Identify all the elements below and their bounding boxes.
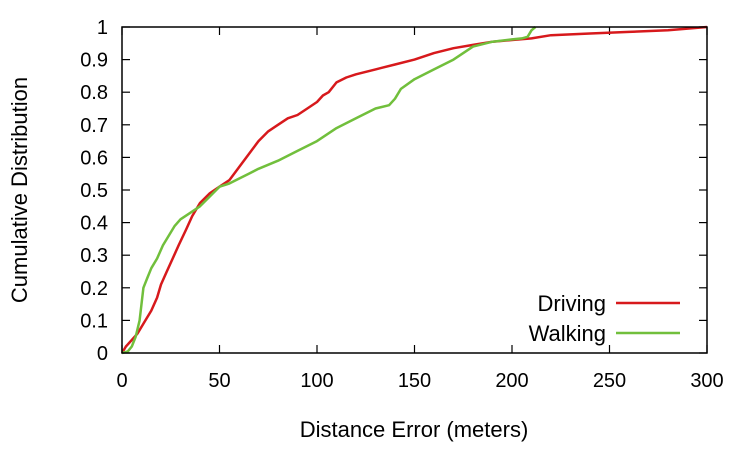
x-tick-label: 50 [208, 370, 230, 392]
ticks-layer: 0 50 100 150 200 250 300 0 0.1 0.2 0.3 0.4 0.5 0.6 0.7… [80, 17, 724, 392]
series-layer [120, 25, 708, 355]
legend-label-walking: Walking [529, 321, 606, 346]
y-tick-label: 0.3 [80, 245, 108, 267]
legend-label-driving: Driving [538, 291, 606, 316]
y-tick-label: 0.2 [80, 278, 108, 300]
x-tick-label: 300 [690, 370, 723, 392]
y-tick-label: 1 [97, 17, 108, 39]
legend: Driving Walking [529, 291, 680, 346]
series-line-walking [121, 26, 537, 355]
y-tick-label: 0.1 [80, 310, 108, 332]
y-tick-label: 0.7 [80, 115, 108, 137]
y-tick-label: 0.4 [80, 213, 108, 235]
x-tick-label: 150 [398, 370, 431, 392]
y-tick-label: 0 [97, 343, 108, 365]
x-tick-label: 250 [593, 370, 626, 392]
x-axis-label: Distance Error (meters) [300, 417, 529, 442]
y-tick-label: 0.6 [80, 147, 108, 169]
x-tick-label: 0 [116, 370, 127, 392]
y-tick-label: 0.8 [80, 82, 108, 104]
y-tick-label: 0.9 [80, 50, 108, 72]
y-tick-label: 0.5 [80, 180, 108, 202]
plot-frame [121, 26, 708, 354]
x-tick-label: 100 [300, 370, 333, 392]
x-tick-label: 200 [495, 370, 528, 392]
y-axis-label: Cumulative Distribution [7, 77, 32, 303]
